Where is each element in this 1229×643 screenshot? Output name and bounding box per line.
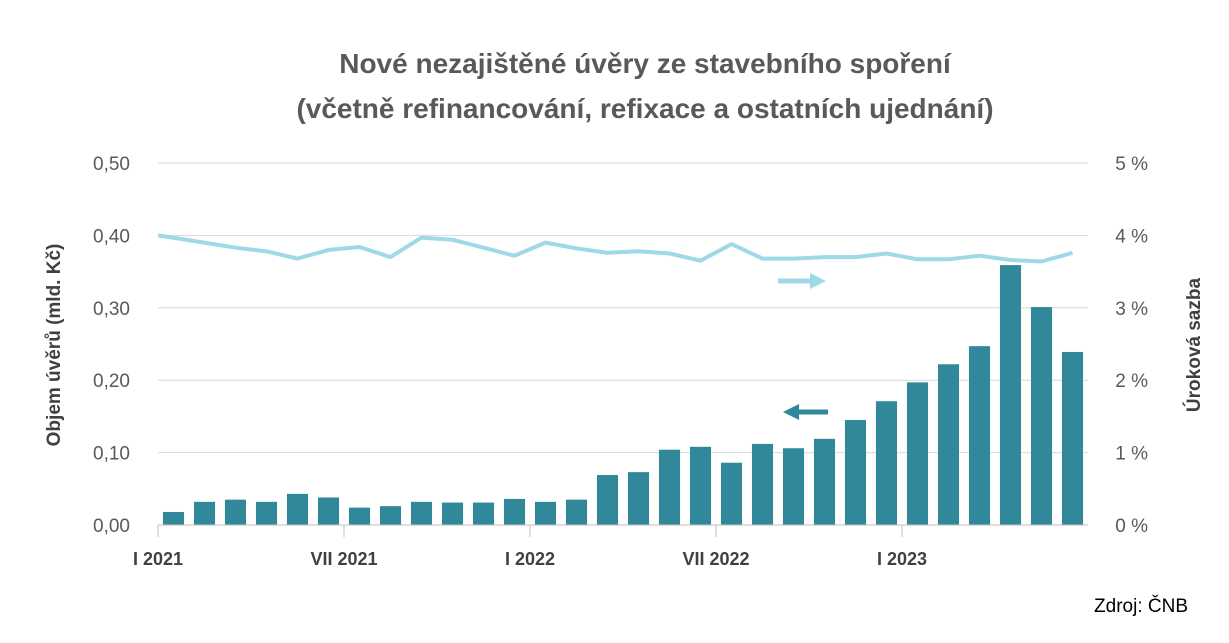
right-axis-label: Úroková sazba xyxy=(1183,278,1205,413)
left-tick-label: 0,00 xyxy=(93,516,130,537)
bar xyxy=(255,501,278,525)
bar xyxy=(689,446,712,525)
bar xyxy=(813,438,836,525)
line-series xyxy=(157,233,1074,264)
bar xyxy=(875,401,898,525)
x-tick-label: I 2023 xyxy=(877,549,927,569)
bar xyxy=(503,498,526,525)
bar xyxy=(193,501,216,525)
gridlines xyxy=(158,162,1088,454)
bar xyxy=(410,501,433,525)
bar xyxy=(379,506,402,525)
bar xyxy=(968,346,991,525)
x-tick-label: VII 2021 xyxy=(310,549,377,569)
right-axis-arrow xyxy=(778,273,826,289)
bar xyxy=(906,382,929,525)
x-tick-label: VII 2022 xyxy=(682,549,749,569)
bar xyxy=(317,497,340,525)
left-axis-ticks: 0,00 0,10 0,20 0,30 0,40 0,50 xyxy=(93,154,130,537)
x-axis-ticks: I 2021 VII 2021 I 2022 VII 2022 I 2023 xyxy=(133,525,927,569)
right-tick-label: 5 % xyxy=(1115,154,1148,175)
chart-title-line1: Nové nezajištěné úvěry ze stavebního spo… xyxy=(339,48,952,79)
bar xyxy=(472,502,495,525)
bar xyxy=(751,443,774,525)
x-tick-label: I 2022 xyxy=(505,549,555,569)
bar xyxy=(1030,307,1053,525)
bar xyxy=(720,462,743,525)
bar xyxy=(627,472,650,525)
bar-series xyxy=(162,265,1084,525)
chart-title-line2: (včetně refinancování, refixace a ostatn… xyxy=(296,93,993,124)
bar xyxy=(782,448,805,525)
bar xyxy=(596,475,619,525)
right-tick-label: 2 % xyxy=(1115,371,1148,392)
bar xyxy=(565,499,588,525)
left-tick-label: 0,20 xyxy=(93,371,130,392)
bar xyxy=(1061,351,1084,525)
x-tick-label: I 2021 xyxy=(133,549,183,569)
bar xyxy=(844,420,867,525)
bar xyxy=(286,493,309,525)
left-tick-label: 0,50 xyxy=(93,154,130,175)
left-axis-label: Objem úvěrů (mld. Kč) xyxy=(44,244,65,447)
source-note: Zdroj: ČNB xyxy=(1094,595,1188,617)
interest-rate-line xyxy=(157,233,1074,264)
right-tick-label: 3 % xyxy=(1115,299,1148,320)
bar xyxy=(224,499,247,525)
right-tick-label: 0 % xyxy=(1115,516,1148,537)
bar xyxy=(162,511,185,525)
right-axis-ticks: 0 % 1 % 2 % 3 % 4 % 5 % xyxy=(1115,154,1148,537)
bar xyxy=(658,449,681,525)
bar xyxy=(348,507,371,525)
right-tick-label: 1 % xyxy=(1115,444,1148,465)
bar xyxy=(937,364,960,525)
bar xyxy=(534,501,557,525)
bar xyxy=(999,265,1022,525)
right-tick-label: 4 % xyxy=(1115,226,1148,247)
left-tick-label: 0,40 xyxy=(93,226,130,247)
left-tick-label: 0,30 xyxy=(93,299,130,320)
bar xyxy=(441,502,464,525)
left-tick-label: 0,10 xyxy=(93,444,130,465)
left-axis-arrow xyxy=(783,404,828,420)
